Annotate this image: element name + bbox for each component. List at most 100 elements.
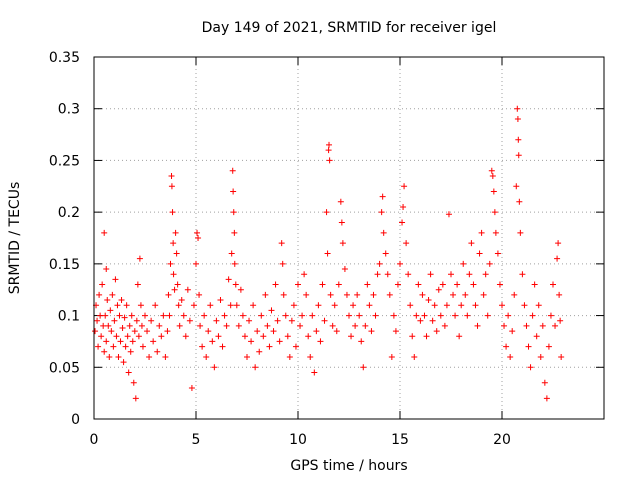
data-point [103,338,110,345]
data-point [376,260,383,267]
data-point [313,328,320,335]
data-point [190,302,197,309]
data-point [98,333,105,340]
data-point [468,240,475,247]
data-point [160,312,167,319]
data-point [380,229,387,236]
data-point [315,302,322,309]
data-point [456,333,463,340]
data-point [266,343,273,350]
data-point [392,328,399,335]
data-point [232,281,239,288]
data-point [531,281,538,288]
gridlines [94,57,604,419]
data-point [433,328,440,335]
data-point [360,364,367,371]
data-point [515,152,522,159]
data-point [545,343,552,350]
data-point [325,147,332,154]
data-point [231,260,238,267]
data-point [174,281,181,288]
data-point [346,312,352,319]
data-point [397,260,403,267]
data-point [178,297,185,304]
data-point [137,302,144,309]
data-point [437,312,444,319]
data-point [126,322,133,329]
data-point [112,276,119,283]
data-point [411,353,418,360]
data-point [501,322,508,329]
data-point [203,353,210,360]
data-point [227,302,234,309]
x-tick-label: 20 [493,432,511,448]
data-point [260,333,267,340]
data-point [95,343,102,350]
data-point [102,312,109,319]
data-point [148,317,155,324]
data-point [118,297,125,304]
data-point [338,219,345,226]
data-point [366,302,373,309]
data-point [421,312,428,319]
x-tick-label: 0 [90,432,99,448]
data-point [184,286,191,293]
data-point [372,312,379,319]
data-point [146,353,153,360]
data-point [331,302,338,309]
data-point [101,348,108,355]
data-point [431,302,438,309]
data-point [170,240,177,247]
data-point [454,281,461,288]
data-point [230,188,237,195]
data-point [386,291,393,298]
data-point [221,312,228,319]
data-point [323,209,330,216]
data-point [374,271,381,278]
data-point [170,271,177,278]
data-point [268,307,275,314]
data-point [486,260,493,267]
data-point [121,314,128,321]
data-point [358,338,365,345]
data-point [490,188,497,195]
data-point [295,281,301,288]
data-point [209,338,216,345]
data-point [419,291,426,298]
x-tick-label: 5 [192,432,201,448]
data-point [171,286,178,293]
data-point [326,157,333,164]
data-point [515,136,522,143]
data-point [113,333,120,340]
data-point [556,291,563,298]
data-point [279,260,286,267]
y-tick-label: 0 [71,412,80,428]
data-point [270,328,277,335]
data-point [173,250,180,257]
data-point [241,333,248,340]
data-point [350,302,357,309]
data-point [103,266,110,273]
data-point [207,302,214,309]
data-point [354,291,361,298]
data-point [217,297,224,304]
data-point [168,172,175,179]
data-point [305,333,312,340]
data-point [156,322,163,329]
data-point [167,260,174,267]
data-point [142,312,148,319]
data-point [272,281,279,288]
y-tick-label: 0.15 [49,257,80,273]
data-point [262,291,269,298]
data-point [194,229,201,236]
data-point [158,333,165,340]
data-point [303,291,310,298]
data-point [537,353,544,360]
data-point [513,183,520,190]
data-point [230,209,237,216]
y-tick-label: 0.3 [58,102,80,118]
data-point [129,338,136,345]
data-point [195,235,202,241]
data-point [297,322,304,329]
data-point [466,271,473,278]
